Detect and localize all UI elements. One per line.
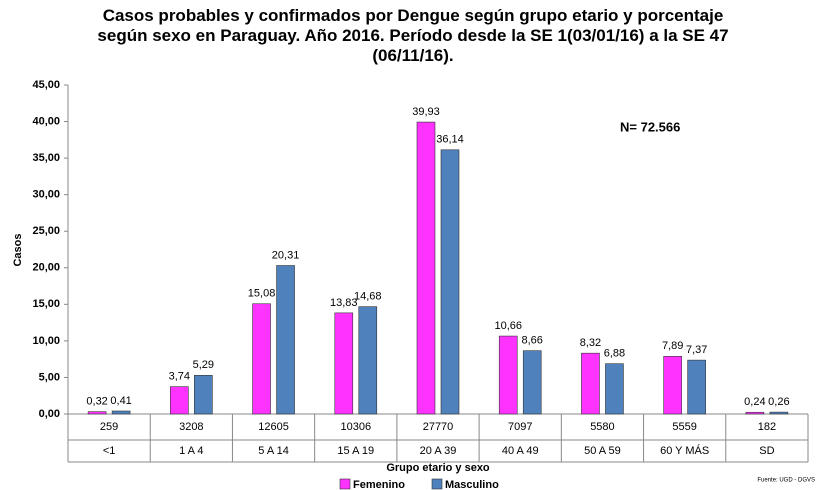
bar: [605, 363, 624, 415]
category-count: 5580: [590, 421, 614, 433]
bar: [194, 375, 213, 415]
bar: [276, 265, 295, 415]
category-count: 259: [100, 421, 118, 433]
y-tick-label: 30,00: [32, 189, 60, 201]
y-tick-label: 45,00: [32, 79, 60, 91]
value-label: 0,41: [110, 395, 131, 407]
bar: [522, 350, 542, 415]
y-tick-label: 40,00: [32, 115, 60, 127]
value-label: 8,32: [580, 337, 601, 349]
bar: [334, 312, 354, 415]
bar: [440, 149, 460, 415]
y-tick-label: 20,00: [32, 262, 60, 274]
legend-label: Femenino: [353, 479, 405, 490]
value-label: 20,31: [272, 249, 300, 261]
value-label: 0,26: [768, 396, 789, 408]
x-axis-label: Grupo etario y sexo: [386, 462, 490, 474]
value-label: 8,66: [522, 335, 543, 347]
value-label: 3,74: [169, 371, 190, 383]
value-label: 7,89: [662, 340, 683, 352]
chart-title: Casos probables y confirmados por Dengue…: [97, 6, 729, 65]
value-label: 0,24: [744, 396, 765, 408]
value-label: 14,68: [354, 291, 382, 303]
y-tick-label: 0,00: [39, 408, 60, 420]
value-label: 6,88: [604, 348, 625, 360]
category-count: 27770: [423, 421, 454, 433]
x-tick-label: 50 A 59: [584, 445, 621, 457]
y-tick-label: 5,00: [39, 371, 60, 383]
bar: [687, 359, 706, 415]
y-tick-label: 35,00: [32, 152, 60, 164]
value-label: 13,83: [330, 297, 358, 309]
value-label: 15,08: [248, 288, 276, 300]
category-count: 10306: [340, 421, 371, 433]
value-label: 7,37: [686, 344, 707, 356]
x-tick-label: 20 A 39: [420, 445, 457, 457]
value-label: 36,14: [436, 134, 464, 146]
value-label: 39,93: [412, 106, 440, 118]
value-label: 0,32: [86, 396, 107, 408]
x-tick-label: 40 A 49: [502, 445, 539, 457]
bar: [581, 352, 600, 415]
y-tick-label: 10,00: [32, 335, 60, 347]
bar: [358, 306, 378, 415]
x-tick-label: SD: [759, 445, 774, 457]
bar: [769, 411, 789, 415]
category-count: 182: [758, 421, 776, 433]
category-count: 7097: [508, 421, 532, 433]
bar: [416, 121, 436, 415]
y-axis-label: Casos: [12, 233, 24, 266]
category-count: 3208: [179, 421, 203, 433]
legend-swatch: [339, 478, 351, 490]
bar: [498, 335, 518, 415]
category-count: 5559: [672, 421, 696, 433]
x-tick-label: 1 A 4: [179, 445, 203, 457]
y-tick-label: 15,00: [32, 298, 60, 310]
value-label: 10,66: [494, 320, 522, 332]
x-tick-label: <1: [103, 445, 116, 457]
annotation: N= 72.566: [620, 119, 680, 134]
x-tick-label: 60 Y MÁS: [660, 444, 709, 457]
bar: [663, 356, 682, 415]
legend-label: Masculino: [445, 479, 499, 490]
x-tick-label: 5 A 14: [258, 445, 289, 457]
legend-swatch: [431, 478, 443, 490]
bar: [87, 411, 107, 415]
bar: [252, 303, 271, 415]
x-tick-label: 15 A 19: [337, 445, 374, 457]
category-count: 12605: [258, 421, 289, 433]
bar: [170, 386, 189, 415]
value-label: 5,29: [193, 359, 214, 371]
y-tick-label: 25,00: [32, 225, 60, 237]
bar: [111, 410, 131, 415]
source: Fuente: UGD - DGVS: [757, 478, 815, 484]
bar: [745, 411, 765, 415]
